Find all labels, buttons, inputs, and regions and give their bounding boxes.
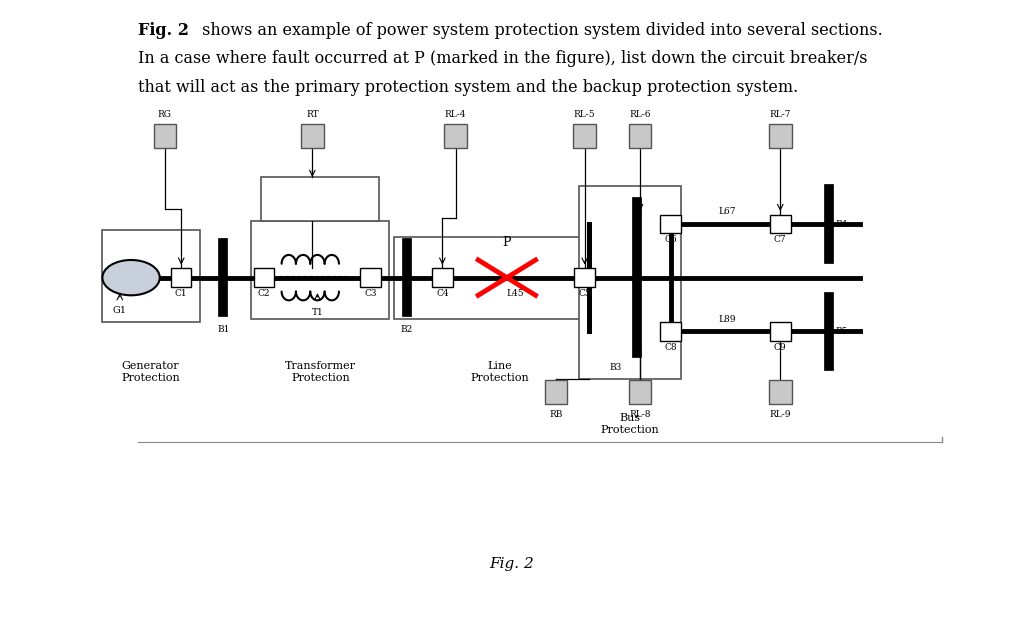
Bar xyxy=(660,215,681,233)
Bar xyxy=(629,380,651,404)
Text: RL-9: RL-9 xyxy=(770,410,791,418)
Text: B3: B3 xyxy=(609,363,622,372)
Bar xyxy=(394,237,604,319)
Text: B1: B1 xyxy=(217,325,229,334)
Circle shape xyxy=(102,260,160,295)
Bar xyxy=(261,177,379,221)
Text: C7: C7 xyxy=(774,235,786,244)
Text: L45: L45 xyxy=(507,289,524,298)
Text: L89: L89 xyxy=(718,315,736,324)
Text: C5: C5 xyxy=(579,289,591,298)
Text: B2: B2 xyxy=(400,325,413,334)
Text: RL-6: RL-6 xyxy=(630,110,650,119)
Bar xyxy=(770,215,791,233)
Bar xyxy=(360,268,381,287)
Bar xyxy=(545,380,567,404)
Text: C8: C8 xyxy=(665,343,677,351)
Text: RT: RT xyxy=(306,110,318,119)
Bar xyxy=(301,124,324,148)
Text: C9: C9 xyxy=(774,343,786,351)
Text: RB: RB xyxy=(549,410,563,418)
Text: Line
Protection: Line Protection xyxy=(470,361,529,382)
Text: C6: C6 xyxy=(665,235,677,244)
Text: C3: C3 xyxy=(365,289,377,298)
Bar xyxy=(171,268,191,287)
Bar xyxy=(573,124,596,148)
Text: B5: B5 xyxy=(836,327,848,336)
Text: RG: RG xyxy=(158,110,172,119)
Text: C2: C2 xyxy=(258,289,270,298)
Bar xyxy=(769,380,792,404)
Text: RL-7: RL-7 xyxy=(770,110,791,119)
Text: Transformer
Protection: Transformer Protection xyxy=(285,361,356,382)
Text: Bus
Protection: Bus Protection xyxy=(600,413,659,435)
Text: C1: C1 xyxy=(175,289,187,298)
Text: RL-5: RL-5 xyxy=(573,110,596,119)
Text: B4: B4 xyxy=(836,220,848,228)
Text: RL-4: RL-4 xyxy=(445,110,466,119)
Bar xyxy=(251,221,389,319)
Text: C4: C4 xyxy=(436,289,449,298)
Bar xyxy=(770,322,791,341)
Text: L67: L67 xyxy=(718,208,736,216)
Bar xyxy=(102,230,200,322)
Text: P: P xyxy=(503,236,511,249)
Bar xyxy=(574,268,595,287)
Text: RL-8: RL-8 xyxy=(630,410,650,418)
Bar xyxy=(432,268,453,287)
Text: Fig. 2: Fig. 2 xyxy=(489,557,535,571)
Text: In a case where fault occurred at P (marked in the figure), list down the circui: In a case where fault occurred at P (mar… xyxy=(138,50,867,68)
Text: T1: T1 xyxy=(311,308,324,317)
Text: that will act as the primary protection system and the backup protection system.: that will act as the primary protection … xyxy=(138,79,799,96)
Bar xyxy=(629,124,651,148)
Bar xyxy=(769,124,792,148)
Text: G1: G1 xyxy=(113,306,127,315)
Bar xyxy=(254,268,274,287)
Bar xyxy=(154,124,176,148)
Text: Generator
Protection: Generator Protection xyxy=(121,361,180,382)
Bar xyxy=(579,186,681,379)
Text: Fig. 2: Fig. 2 xyxy=(138,22,189,39)
Bar xyxy=(660,322,681,341)
Text: shows an example of power system protection system divided into several sections: shows an example of power system protect… xyxy=(197,22,883,39)
Bar xyxy=(444,124,467,148)
